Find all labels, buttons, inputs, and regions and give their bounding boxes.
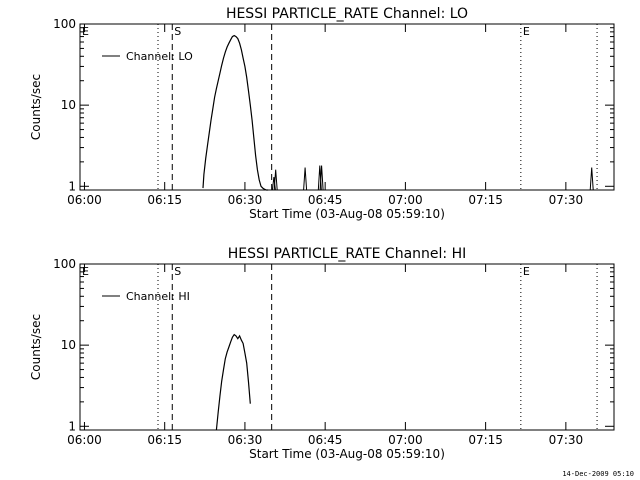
chart2-x-tick-label: 06:45 [308,433,343,447]
chart1-y-tick-label: 10 [61,98,76,112]
chart1-spike [589,167,594,191]
chart2-marker-label: S [174,265,181,278]
chart2-x-tick-label: 07:15 [468,433,503,447]
chart1-legend-entry: Channel: LO [126,50,193,63]
chart2-x-tick-label: 07:30 [549,433,584,447]
chart1-y-tick-label: 1 [68,179,76,193]
chart2-x-axis-label: Start Time (03-Aug-08 05:59:10) [249,447,445,461]
chart1-y-tick-label: 100 [53,17,76,31]
chart2-y-tick-label: 100 [53,257,76,271]
chart1-x-tick-label: 06:45 [308,193,343,207]
chart2-x-tick-label: 06:00 [67,433,102,447]
chart2-y-tick-label: 1 [68,419,76,433]
chart1-x-tick-label: 07:15 [468,193,503,207]
footer-timestamp: 14-Dec-2009 05:10 [562,470,634,478]
chart2-corner-marker-label: E [82,265,89,278]
chart2-title: HESSI PARTICLE_RATE Channel: HI [228,246,466,262]
chart1-y-axis-label: Counts/sec [29,74,43,140]
chart2-x-tick-label: 07:00 [388,433,423,447]
chart2-x-tick-label: 06:30 [228,433,263,447]
chart2-marker-label: E [523,265,530,278]
chart2-plot-frame [79,263,615,431]
chart1-spike [303,167,308,191]
chart1-plot-frame [79,23,615,191]
chart1-marker-label: E [523,25,530,38]
chart1-series-line [202,34,269,191]
chart1-x-tick-label: 06:30 [228,193,263,207]
chart2-y-axis-label: Counts/sec [29,314,43,380]
chart1-spike [273,169,278,191]
chart1-spike [319,165,324,191]
chart1-x-tick-label: 06:00 [67,193,102,207]
chart1-corner-marker-label: E [82,25,89,38]
chart1-x-tick-label: 07:30 [549,193,584,207]
chart1-title: HESSI PARTICLE_RATE Channel: LO [226,6,468,22]
chart1-marker-label: S [174,25,181,38]
chart2-x-tick-label: 06:15 [147,433,182,447]
chart1-x-tick-label: 06:15 [147,193,182,207]
chart2-legend-entry: Channel: HI [126,290,190,303]
chart2-y-tick-label: 10 [61,338,76,352]
chart1-x-tick-label: 07:00 [388,193,423,207]
chart1-x-axis-label: Start Time (03-Aug-08 05:59:10) [249,207,445,221]
chart2-series-line [215,333,251,431]
